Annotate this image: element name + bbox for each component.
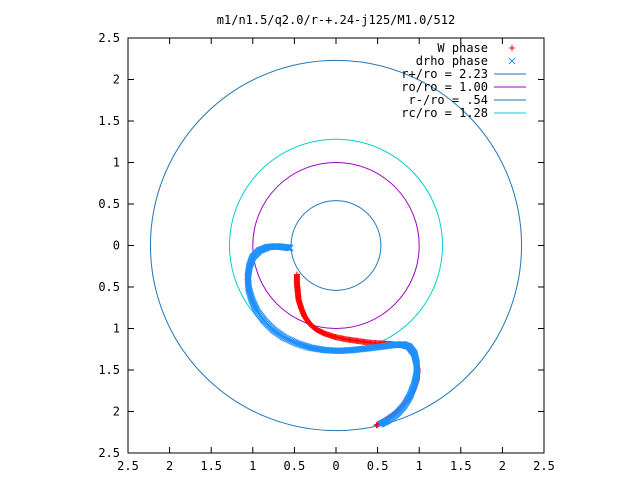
x-tick-label: 1.5 (450, 459, 472, 473)
legend-swatch (508, 57, 516, 65)
y-tick-label: 1 (113, 322, 120, 336)
y-tick-label: 2.5 (98, 446, 120, 460)
y-tick-label: 1.5 (98, 363, 120, 377)
legend-label: r-/ro = .54 (409, 93, 488, 107)
x-tick-label: 2.5 (533, 459, 555, 473)
circle-r0 (149, 59, 523, 432)
y-tick-label: 2 (113, 405, 120, 419)
legend-label: rc/ro = 1.28 (401, 106, 488, 120)
x-tick-label: 0.5 (367, 459, 389, 473)
axis-ticks: 2.5 2 1.5 1 0.5 0 0.5 1 1.5 2 2.52.521.510.500.511… (98, 31, 555, 473)
x-tick-label: 1 (249, 459, 256, 473)
legend-label: ro/ro = 1.00 (401, 80, 488, 94)
y-tick-label: 0 (113, 239, 120, 253)
y-tick-label: 0.5 (98, 197, 120, 211)
x-tick-label: 2 (499, 459, 506, 473)
x-tick-label: 1.5 (200, 459, 222, 473)
x-tick-label: 0.5 (284, 459, 306, 473)
x-tick-label: 0 (332, 459, 339, 473)
circle-r2 (290, 200, 382, 291)
chart-title: m1/n1.5/q2.0/r-+.24-j125/M1.0/512 (217, 13, 455, 27)
plot-area (149, 59, 523, 432)
y-tick-label: 0.5 (98, 280, 120, 294)
legend-label: W phase (437, 41, 488, 55)
circle-r1 (252, 162, 420, 329)
y-tick-label: 1 (113, 156, 120, 170)
y-tick-label: 1.5 (98, 114, 120, 128)
legend-label: drho phase (416, 54, 488, 68)
x-tick-label: 1 (416, 459, 423, 473)
legend-swatch (509, 45, 515, 51)
drho-phase-point (376, 421, 384, 428)
legend-label: r+/ro = 2.23 (401, 67, 488, 81)
y-tick-label: 2 (113, 73, 120, 87)
x-tick-label: 2.5 (117, 459, 139, 473)
y-tick-label: 2.5 (98, 31, 120, 45)
x-tick-label: 2 (166, 459, 173, 473)
